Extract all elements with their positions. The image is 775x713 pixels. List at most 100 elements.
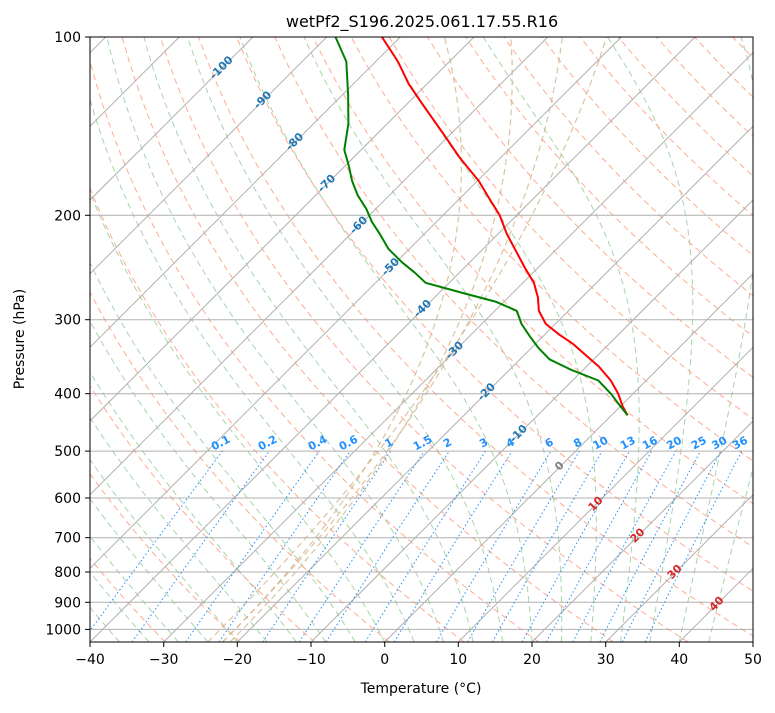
dry-adiabat: [160, 37, 688, 642]
stability-curve: [230, 37, 512, 642]
mixing-ratio-label: 0.4: [306, 433, 330, 454]
mixing-ratio-label: 0.6: [337, 433, 361, 454]
y-tick-label: 300: [54, 313, 81, 329]
isotherm-label: 40: [707, 594, 727, 614]
x-tick-label: 20: [523, 652, 541, 668]
y-tick-label: 500: [54, 444, 81, 460]
moist-adiabat: [0, 37, 208, 642]
isotherm-line: [311, 37, 775, 642]
mixing-ratio-line: [522, 451, 629, 642]
mixing-ratio-label: 30: [710, 434, 730, 453]
moist-adiabat: [144, 37, 473, 642]
mixing-ratio-label: 1.5: [411, 433, 434, 454]
isotherm-label: -60: [347, 213, 370, 236]
y-tick-label: 600: [54, 491, 81, 507]
isotherm-label: -20: [475, 380, 498, 403]
y-tick-label: 100: [54, 30, 81, 46]
dry-adiabat: [695, 37, 775, 642]
mixing-ratio-label: 2: [441, 435, 454, 450]
dry-adiabat: [656, 37, 775, 642]
mixing-ratio-line: [600, 451, 701, 642]
plot-frame: [90, 37, 753, 642]
dry-adiabat: [8, 37, 390, 642]
mixing-ratio-line: [365, 451, 485, 642]
x-tick-label: 40: [670, 652, 688, 668]
sounding-series-line: [382, 37, 628, 415]
isotherm-label: -100: [207, 53, 236, 82]
y-tick-label: 400: [54, 387, 81, 403]
y-tick-label: 900: [54, 595, 81, 611]
mixing-ratio-label: 16: [640, 434, 660, 453]
dry-adiabat: [504, 37, 775, 642]
dry-adiabat: [275, 37, 775, 642]
dry-adiabat: [389, 37, 775, 642]
mixing-ratio-label: 8: [571, 435, 584, 450]
isotherm-line: [16, 37, 621, 642]
x-tick-label: 30: [597, 652, 615, 668]
mixing-ratio-label: 36: [730, 434, 750, 453]
moist-adiabat: [240, 37, 532, 642]
isotherm-label: 0: [552, 459, 567, 474]
x-tick-label: −30: [149, 652, 179, 668]
moist-adiabat: [0, 37, 237, 642]
isotherm-label: 20: [628, 525, 648, 545]
mixing-ratio-label: 25: [689, 434, 709, 453]
isotherm-label: -40: [411, 297, 434, 320]
isotherm-line: [164, 37, 769, 642]
stability-curve: [223, 37, 462, 642]
moist-adiabat: [709, 37, 775, 642]
isotherm-label: 10: [586, 494, 606, 514]
moist-adiabat: [304, 37, 562, 642]
isotherm-line: [237, 37, 775, 642]
dry-adiabats: [0, 37, 775, 642]
x-tick-label: −20: [223, 652, 253, 668]
mixing-ratio-label: 0.2: [256, 433, 279, 454]
y-tick-label: 1000: [45, 622, 81, 638]
x-tick-label: −40: [75, 652, 105, 668]
isotherm-label: -80: [283, 130, 306, 153]
isotherm-line: [90, 37, 695, 642]
dry-adiabat: [237, 37, 775, 642]
dry-adiabat: [733, 37, 775, 642]
dry-adiabat: [771, 37, 775, 642]
dry-adiabat: [466, 37, 775, 642]
isotherm-label: -70: [315, 172, 338, 195]
mixing-ratio-line: [82, 451, 223, 642]
dry-adiabat: [84, 37, 539, 642]
y-tick-label: 200: [54, 208, 81, 224]
isotherm-line: [679, 37, 775, 642]
mixing-ratio-label: 10: [591, 434, 611, 453]
mixing-ratio-line: [219, 451, 350, 642]
mixing-ratio-label: 0.1: [209, 433, 232, 454]
isotherm-line: [0, 37, 400, 642]
x-tick-label: 50: [744, 652, 762, 668]
dry-adiabat: [0, 37, 315, 642]
dry-adiabat: [427, 37, 775, 642]
mixing-ratio-line: [326, 451, 449, 642]
mixing-ratio-line: [573, 451, 676, 642]
dry-adiabat: [0, 37, 240, 642]
y-axis-label: Pressure (hPa): [12, 289, 28, 389]
isotherm-label: 30: [665, 562, 685, 582]
mixing-ratio-line: [546, 451, 651, 642]
isotherm-line: [753, 37, 775, 642]
chart-title: wetPf2_S196.2025.061.17.55.R16: [286, 12, 558, 32]
y-tick-label: 700: [54, 531, 81, 547]
dry-adiabat: [351, 37, 775, 642]
isotherm-line: [0, 37, 253, 642]
mixing-ratio-lines: [82, 451, 742, 642]
stability-curve: [208, 37, 607, 642]
mixing-ratio-label: 13: [618, 434, 638, 453]
y-tick-label: 800: [54, 565, 81, 581]
isobar-grid: [90, 37, 753, 629]
x-tick-label: 0: [380, 652, 389, 668]
x-axis-label: Temperature (°C): [360, 681, 482, 697]
x-tick-label: 10: [449, 652, 467, 668]
moist-adiabat: [483, 37, 639, 642]
isotherm-line: [385, 37, 775, 642]
